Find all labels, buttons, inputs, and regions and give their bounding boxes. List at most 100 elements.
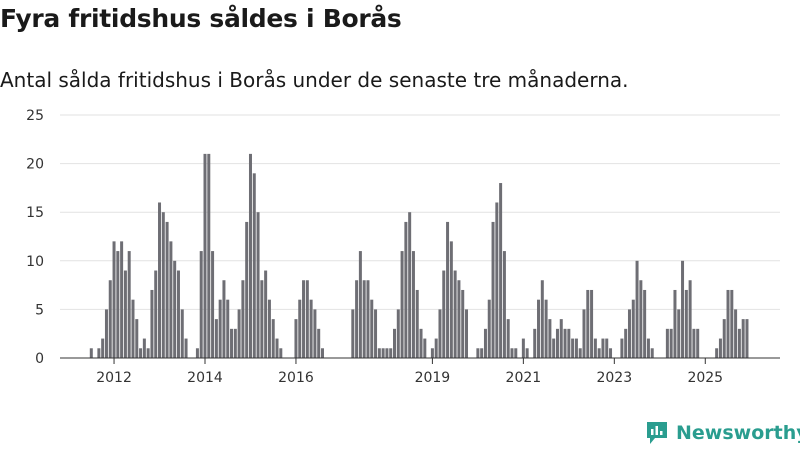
bar: [309, 299, 313, 358]
bar: [627, 309, 631, 358]
bar: [624, 328, 628, 358]
x-tick-label: 2014: [187, 370, 223, 386]
bar: [487, 299, 491, 358]
bar: [574, 338, 578, 358]
bar: [176, 270, 180, 358]
bar: [139, 348, 143, 358]
bar: [552, 338, 556, 358]
bar: [521, 338, 525, 358]
bar: [150, 289, 154, 358]
bar: [358, 251, 362, 358]
chart-title: Fyra fritidshus såldes i Borås: [0, 4, 402, 33]
bar: [446, 221, 450, 358]
bar: [146, 348, 150, 358]
bar: [165, 221, 169, 358]
bar: [97, 348, 101, 358]
newsworthy-logo: Newsworthy: [645, 420, 800, 446]
bar: [256, 212, 260, 358]
bar: [480, 348, 484, 358]
x-tick-label: 2023: [596, 370, 632, 386]
bar: [207, 153, 211, 358]
bar: [226, 299, 230, 358]
bar: [684, 289, 688, 358]
bar: [233, 328, 237, 358]
bar: [366, 280, 370, 358]
bar: [351, 309, 355, 358]
bar: [540, 280, 544, 358]
bar: [415, 289, 419, 358]
bar: [620, 338, 624, 358]
bar: [260, 280, 264, 358]
bar: [294, 319, 298, 358]
bar: [173, 260, 177, 358]
bar: [305, 280, 309, 358]
y-tick-label: 10: [26, 254, 44, 270]
bar: [639, 280, 643, 358]
bar: [245, 221, 249, 358]
bar: [631, 299, 635, 358]
bar: [374, 309, 378, 358]
x-tick-label: 2025: [687, 370, 723, 386]
bar: [434, 338, 438, 358]
bar: [404, 221, 408, 358]
bar: [317, 328, 321, 358]
bar: [195, 348, 199, 358]
bar: [199, 251, 203, 358]
bar-chart: 051015202520122014201620192021202320254: [26, 100, 780, 386]
newsworthy-logo-icon: [647, 422, 667, 444]
bar: [609, 348, 613, 358]
bars: [89, 153, 749, 358]
bar: [396, 309, 400, 358]
bar: [650, 348, 654, 358]
bar: [502, 251, 506, 358]
bar: [275, 338, 279, 358]
bar: [544, 299, 548, 358]
bar: [381, 348, 385, 358]
latest-value-label: 4: [749, 100, 758, 104]
bar: [362, 280, 366, 358]
bar: [741, 319, 745, 358]
bar: [101, 338, 105, 358]
axes: [60, 357, 780, 364]
bar: [161, 212, 165, 358]
bar: [457, 280, 461, 358]
bar: [355, 280, 359, 358]
bar: [582, 309, 586, 358]
bar: [423, 338, 427, 358]
bar: [241, 280, 245, 358]
bar: [510, 348, 514, 358]
bar: [389, 348, 393, 358]
bar: [559, 319, 563, 358]
bar: [681, 260, 685, 358]
bar: [158, 202, 162, 358]
bar: [605, 338, 609, 358]
bar: [211, 251, 215, 358]
bar: [590, 289, 594, 358]
bar: [370, 299, 374, 358]
bar: [525, 348, 529, 358]
bar: [692, 328, 696, 358]
y-tick-label: 20: [26, 157, 44, 173]
bar: [112, 241, 116, 358]
y-tick-label: 5: [35, 302, 44, 318]
chart-subtitle: Antal sålda fritidshus i Borås under de …: [0, 68, 629, 92]
bar: [586, 289, 590, 358]
bar: [313, 309, 317, 358]
bar: [400, 251, 404, 358]
bar: [385, 348, 389, 358]
bar: [393, 328, 396, 358]
bar: [449, 241, 453, 358]
bar: [123, 270, 127, 358]
bar: [726, 289, 730, 358]
bar: [718, 338, 722, 358]
bar: [430, 348, 434, 358]
bar: [734, 309, 738, 358]
bar: [696, 328, 700, 358]
bar: [506, 319, 510, 358]
bar: [635, 260, 639, 358]
bar: [601, 338, 605, 358]
bar: [688, 280, 692, 358]
bar: [203, 153, 207, 358]
bar: [298, 299, 302, 358]
x-tick-label: 2016: [278, 370, 314, 386]
